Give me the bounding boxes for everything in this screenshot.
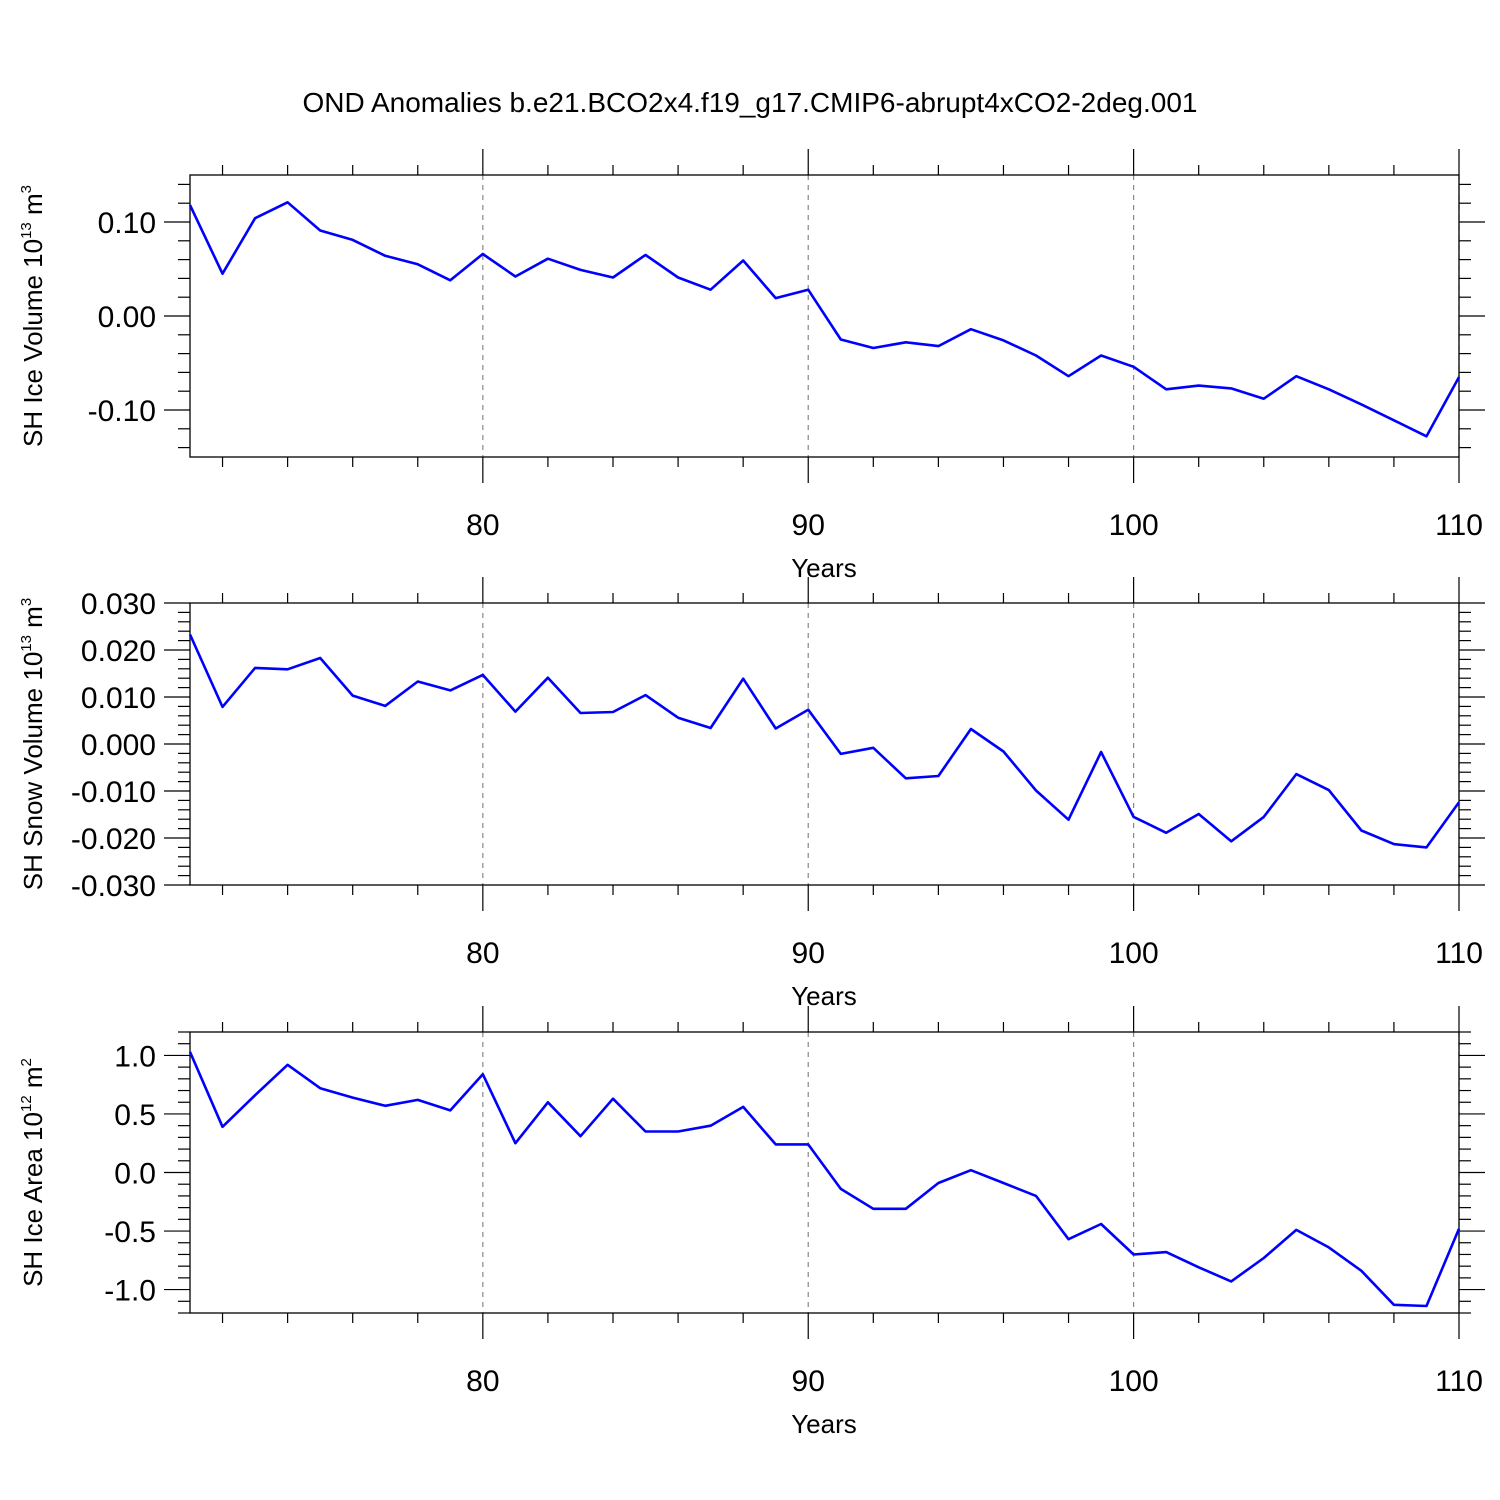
x-axis-title: Years <box>791 981 857 1011</box>
y-tick-label: -0.020 <box>71 823 156 856</box>
x-tick-label: 110 <box>1435 1365 1483 1398</box>
x-tick-label: 90 <box>792 509 825 542</box>
y-tick-label: -0.030 <box>71 870 156 903</box>
y-tick-label: -0.5 <box>104 1216 156 1249</box>
y-axis-title-exponent: 12 <box>18 1095 35 1112</box>
data-series-line <box>188 633 1461 849</box>
data-series-line <box>188 201 1461 438</box>
x-tick-label: 100 <box>1109 937 1159 970</box>
x-tick-label: 80 <box>466 937 499 970</box>
y-tick-label: 0.000 <box>81 729 156 762</box>
y-tick-label: 0.5 <box>114 1099 156 1132</box>
chart-panel-1: 80 90 100 110 Years -0.10 0.00 0.10 SH Ice Volum… <box>18 149 1485 583</box>
y-axis-title-unit: m <box>18 606 48 635</box>
x-axis-title: Years <box>791 1409 857 1439</box>
y-tick-label: 0.10 <box>98 207 156 240</box>
x-tick-label: 80 <box>466 509 499 542</box>
y-tick-label: 0.010 <box>81 682 156 715</box>
x-tick-label: 100 <box>1109 1365 1159 1398</box>
y-axis-title: SH Ice Volume 1013 m3 <box>18 185 48 447</box>
x-tick-label: 80 <box>466 1365 499 1398</box>
y-axis-title-unit-exponent: 3 <box>18 185 35 193</box>
y-tick-label: 0.00 <box>98 301 156 334</box>
y-axis-title-text: SH Ice Volume 10 <box>18 239 48 447</box>
x-tick-label: 110 <box>1435 509 1483 542</box>
x-axis-title: Years <box>791 553 857 583</box>
y-tick-label: 1.0 <box>114 1040 156 1073</box>
plot-frame <box>189 602 1460 886</box>
y-axis-title-exponent: 13 <box>18 222 35 239</box>
y-axis-title: SH Snow Volume 1013 m3 <box>18 598 48 890</box>
y-axis-title-unit: m <box>18 1066 48 1095</box>
y-tick-label: 0.020 <box>81 635 156 668</box>
plot-frame <box>189 1031 1460 1314</box>
y-axis-title-unit-exponent: 2 <box>18 1058 35 1066</box>
y-tick-label: 0.0 <box>114 1158 156 1191</box>
panels: 80 90 100 110 Years -0.10 0.00 0.10 SH Ice Volum… <box>18 149 1485 1439</box>
y-axis-title-exponent: 13 <box>18 635 35 652</box>
x-tick-label: 110 <box>1435 937 1483 970</box>
y-axis-title-text: SH Ice Area 10 <box>18 1112 48 1287</box>
chart-panel-2: 80 90 100 110 Years -0.030 -0.020 -0.010 0.000 0.… <box>18 577 1485 1011</box>
y-tick-label: 0.030 <box>81 588 156 621</box>
y-tick-label: -0.10 <box>88 395 156 428</box>
x-tick-label: 90 <box>792 1365 825 1398</box>
x-tick-label: 100 <box>1109 509 1159 542</box>
x-tick-label: 90 <box>792 937 825 970</box>
figure-title: OND Anomalies b.e21.BCO2x4.f19_g17.CMIP6… <box>303 87 1198 118</box>
y-tick-label: -1.0 <box>104 1275 156 1308</box>
chart-panel-3: 80 90 100 110 Years -1.0 -0.5 0.0 0.5 1.0 SH Ice A… <box>18 1006 1485 1439</box>
y-axis-title-unit: m <box>18 193 48 222</box>
y-tick-label: -0.010 <box>71 776 156 809</box>
y-axis-title-text: SH Snow Volume 10 <box>18 652 48 890</box>
data-series-line <box>188 1051 1461 1308</box>
y-axis-title-unit-exponent: 3 <box>18 598 35 606</box>
y-axis-title: SH Ice Area 1012 m2 <box>18 1058 48 1287</box>
